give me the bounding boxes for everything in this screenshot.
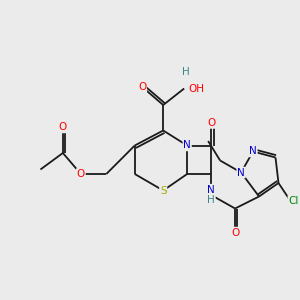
Text: N: N <box>183 140 191 151</box>
Text: N: N <box>249 146 257 157</box>
Text: O: O <box>207 118 215 128</box>
Text: H: H <box>182 67 190 77</box>
Text: O: O <box>138 82 146 92</box>
Text: O: O <box>59 122 67 133</box>
Text: H: H <box>207 195 215 206</box>
Text: Cl: Cl <box>288 196 299 206</box>
Text: O: O <box>231 227 239 238</box>
Text: N: N <box>207 184 215 195</box>
Text: N: N <box>237 167 245 178</box>
Text: O: O <box>77 169 85 179</box>
Text: S: S <box>160 185 166 196</box>
Text: OH: OH <box>189 83 205 94</box>
